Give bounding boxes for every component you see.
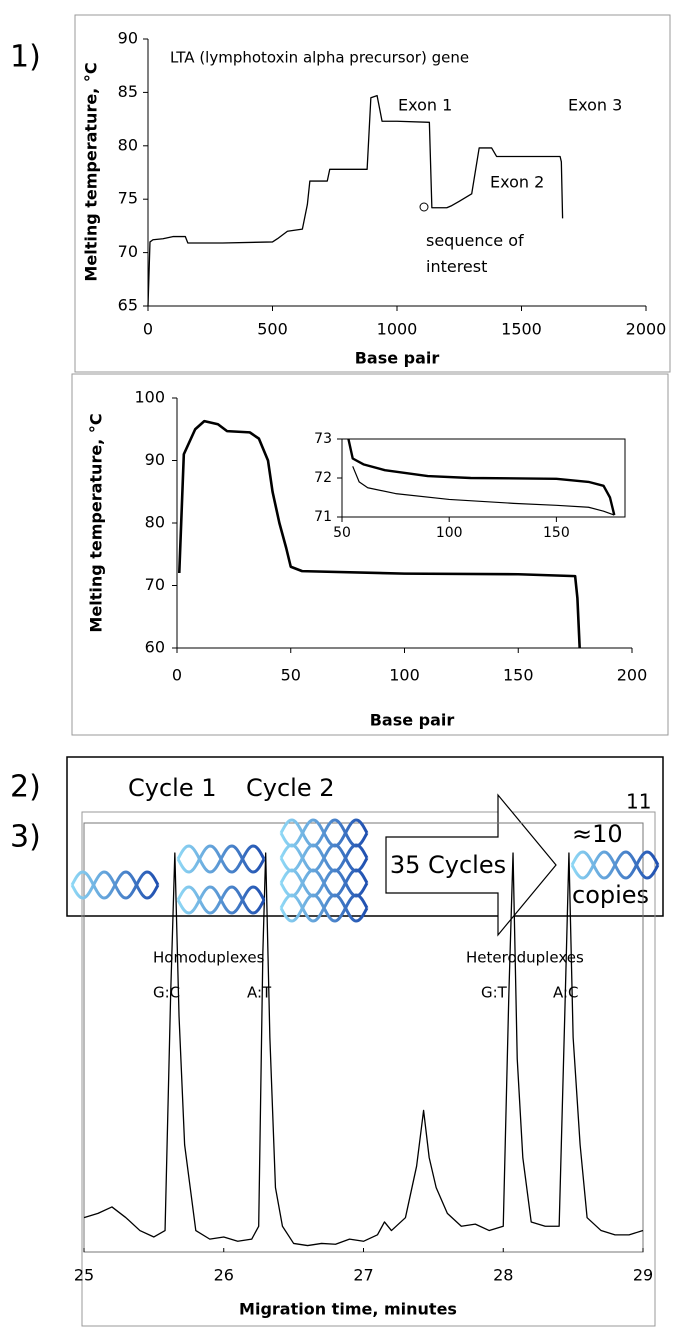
x-tick-label: 500	[257, 320, 288, 339]
dna-icon	[570, 850, 660, 880]
y-tick-label: 70	[118, 242, 138, 261]
y-tick-label: 71	[314, 509, 332, 525]
dna-strand	[70, 870, 160, 900]
dna-icon	[176, 885, 266, 915]
x-tick-label: 0	[172, 666, 182, 685]
panel-frame	[74, 14, 671, 373]
copies-approx: ≈10	[572, 820, 623, 848]
y-tick-label: 60	[145, 638, 165, 657]
y-tick-label: 70	[145, 575, 165, 594]
annotation: Exon 1	[398, 96, 452, 115]
panel-label: 1)	[10, 40, 41, 75]
copies-exponent: 11	[626, 790, 651, 814]
cycle-label: Cycle 1	[128, 774, 217, 802]
x-tick-label: 28	[493, 1266, 513, 1285]
x-tick-label: 1500	[501, 320, 542, 339]
data-line	[83, 852, 644, 1247]
copies-label: copies	[572, 881, 649, 909]
dna-icon	[279, 868, 369, 898]
x-tick-label: 100	[436, 525, 463, 541]
dna-strand	[279, 893, 369, 923]
x-tick-label: 150	[543, 525, 570, 541]
y-tick-label: 85	[118, 82, 138, 101]
annotation: Homoduplexes	[153, 949, 265, 967]
y-axis-label: Melting temperature, °C	[82, 62, 101, 281]
x-tick-label: 1000	[377, 320, 418, 339]
dna-icon	[176, 844, 266, 874]
y-axis-label: Melting temperature, °C	[87, 413, 106, 632]
y-tick-label: 90	[145, 450, 165, 469]
annotation: LTA (lymphotoxin alpha precursor) gene	[170, 49, 469, 67]
annotation: G:C	[153, 984, 180, 1002]
panel-label: 2)	[10, 770, 41, 805]
x-tick-label: 150	[503, 666, 534, 685]
dna-icon	[70, 870, 160, 900]
dna-strand	[570, 850, 660, 880]
panel-frame	[81, 811, 656, 1327]
interest-marker	[419, 202, 429, 212]
panel-frame	[71, 373, 669, 736]
x-axis-label: Migration time, minutes	[239, 1300, 457, 1319]
y-tick-label: 80	[145, 513, 165, 532]
x-tick-label: 25	[74, 1266, 94, 1285]
annotation: Heteroduplexes	[466, 949, 584, 967]
x-axis-label: Base pair	[355, 349, 440, 368]
dna-strand	[279, 843, 369, 873]
x-tick-label: 50	[333, 525, 351, 541]
y-tick-label: 75	[118, 189, 138, 208]
annotation: G:T	[481, 984, 508, 1002]
dna-strand	[176, 885, 266, 915]
data-line	[177, 419, 581, 649]
y-tick-label: 90	[118, 29, 138, 48]
annotation: Exon 2	[490, 173, 544, 192]
panel-frame	[66, 756, 664, 917]
x-axis-label: Base pair	[370, 711, 455, 730]
panel-label: 3)	[10, 820, 41, 855]
arrow-label: 35 Cycles	[390, 851, 506, 879]
annotation: Exon 3	[568, 96, 622, 115]
data-line	[147, 94, 564, 307]
y-tick-label: 80	[118, 135, 138, 154]
cycle-label: Cycle 2	[246, 774, 335, 802]
y-tick-label: 65	[118, 296, 138, 315]
dna-icon	[279, 818, 369, 848]
dna-strand	[279, 868, 369, 898]
y-tick-label: 72	[314, 470, 332, 486]
data-line	[352, 466, 615, 516]
dna-icon	[279, 843, 369, 873]
x-tick-label: 0	[143, 320, 153, 339]
x-tick-label: 27	[353, 1266, 373, 1285]
dna-icon	[279, 893, 369, 923]
annotation: sequence of interest	[426, 231, 524, 276]
x-tick-label: 100	[389, 666, 420, 685]
y-tick-label: 100	[134, 388, 165, 407]
data-line	[347, 438, 616, 516]
x-tick-label: 29	[633, 1266, 653, 1285]
annotation: A:T	[247, 984, 272, 1002]
y-tick-label: 73	[314, 431, 332, 447]
x-tick-label: 200	[617, 666, 648, 685]
x-tick-label: 50	[281, 666, 301, 685]
x-tick-label: 2000	[626, 320, 667, 339]
x-tick-label: 26	[214, 1266, 234, 1285]
dna-strand	[279, 818, 369, 848]
dna-strand	[176, 844, 266, 874]
